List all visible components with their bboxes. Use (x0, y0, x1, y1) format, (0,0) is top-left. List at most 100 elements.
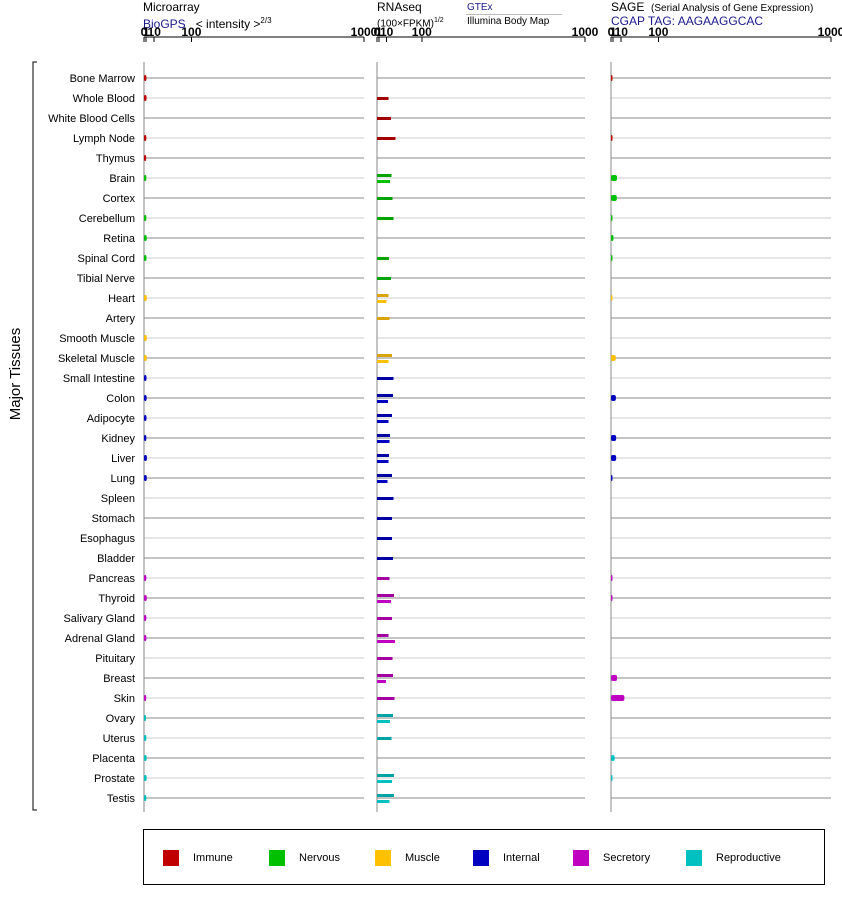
rnaseq-ibm-bar (377, 480, 388, 483)
microarray-tick-label: 10 (148, 25, 162, 39)
microarray-bar (144, 415, 147, 421)
microarray-bar (144, 595, 147, 601)
rnaseq-unit-power: 1/2 (433, 17, 444, 24)
tissue-label: Kidney (101, 433, 135, 445)
rnaseq-source-ibm[interactable]: Illumina Body Map (467, 16, 550, 27)
microarray-bar (144, 475, 147, 481)
rnaseq-gtex-bar (377, 774, 394, 777)
microarray-source[interactable]: BioGPS (143, 17, 186, 31)
microarray-bar (144, 215, 147, 221)
legend-label: Secretory (603, 852, 651, 864)
microarray-tick-label: 100 (181, 25, 201, 39)
legend-label: Muscle (405, 852, 440, 864)
rnaseq-unit: (100×FPKM)1/2 (377, 15, 444, 30)
sage-tick-label: 10 (615, 25, 629, 39)
tissue-label: Artery (106, 313, 136, 325)
microarray-unit-power: 2/3 (260, 16, 272, 25)
rnaseq-gtex-bar (377, 294, 389, 297)
rnaseq-tick-label: 100 (412, 25, 432, 39)
rnaseq-unit-prefix: (100×FPKM) (377, 18, 434, 30)
tissue-label: Whole Blood (73, 93, 135, 105)
rnaseq-source-gtex[interactable]: GTEx (467, 2, 493, 13)
tissue-label: Thymus (96, 153, 136, 165)
rnaseq-ibm-bar (377, 720, 391, 723)
tissue-label: Spinal Cord (78, 253, 135, 265)
row-gridlines (144, 77, 831, 799)
rnaseq-gtex-bar (377, 414, 392, 417)
rnaseq-gtex-bar (377, 657, 393, 660)
major-tissues-bracket (32, 61, 37, 811)
rnaseq-gtex-bar (377, 197, 393, 200)
sage-bar (611, 395, 616, 401)
sage-bar (611, 755, 615, 761)
microarray-bar (144, 455, 147, 461)
tissue-label: Retina (103, 233, 136, 245)
microarray-bar (144, 235, 147, 241)
microarray-bar (144, 695, 147, 701)
sage-tick-label: 100 (648, 25, 668, 39)
legend-label: Reproductive (716, 852, 781, 864)
rnaseq-gtex-bar (377, 454, 390, 457)
sage-bar (611, 475, 613, 481)
sage-bar (611, 135, 613, 141)
tissue-label: Salivary Gland (63, 613, 135, 625)
legend-label: Nervous (299, 852, 340, 864)
tissue-label: Cerebellum (79, 213, 135, 225)
microarray-bar (144, 75, 147, 81)
y-axis-label: Major Tissues (7, 328, 24, 421)
rnaseq-gtex-bar (377, 97, 389, 100)
microarray-bar (144, 635, 147, 641)
microarray-tick-label: 1 (143, 25, 150, 39)
tissue-label: Thyroid (98, 593, 135, 605)
sage-subtitle: (Serial Analysis of Gene Expression) (651, 3, 814, 14)
tissue-label: Ovary (106, 713, 136, 725)
sage-bar (611, 595, 613, 601)
tissue-label: Liver (111, 453, 135, 465)
tissue-label: Brain (109, 173, 135, 185)
legend-swatch (163, 850, 179, 866)
tissue-label: Bladder (97, 553, 135, 565)
microarray-bar (144, 775, 147, 781)
tissue-label: Small Intestine (63, 373, 135, 385)
microarray-bar (144, 295, 147, 301)
rnaseq-gtex-bar (377, 377, 394, 380)
sage-bar (611, 575, 613, 581)
bars (144, 75, 625, 803)
sage-title: SAGE (611, 0, 645, 14)
rnaseq-ibm-bar (377, 360, 389, 363)
rnaseq-gtex-bar (377, 354, 392, 357)
rnaseq-gtex-bar (377, 137, 396, 140)
sage-bar (611, 355, 616, 361)
rnaseq-gtex-bar (377, 394, 393, 397)
rnaseq-gtex-bar (377, 794, 394, 797)
microarray-bar (144, 375, 147, 381)
rnaseq-tick-label: 0 (374, 25, 381, 39)
rnaseq-ibm-bar (377, 180, 391, 183)
sage-bar (611, 255, 613, 261)
sage-bar (611, 695, 625, 701)
microarray-bar (144, 735, 147, 741)
tissue-label: Colon (106, 393, 135, 405)
rnaseq-gtex-bar (377, 257, 390, 260)
rnaseq-gtex-bar (377, 317, 390, 320)
rnaseq-gtex-bar (377, 634, 389, 637)
rnaseq-gtex-bar (377, 737, 392, 740)
tissue-label: Stomach (92, 513, 135, 525)
tissue-label: Pancreas (89, 573, 136, 585)
microarray-bar (144, 335, 147, 341)
tissue-label: Adrenal Gland (65, 633, 135, 645)
microarray-title: Microarray (143, 0, 200, 14)
microarray-bar (144, 715, 147, 721)
rnaseq-gtex-bar (377, 697, 395, 700)
microarray-bar (144, 175, 147, 181)
microarray-bar (144, 135, 147, 141)
rnaseq-gtex-bar (377, 557, 393, 560)
sage-tick-label: 0 (608, 25, 615, 39)
sage-tag[interactable]: CGAP TAG: AAGAAGGCAC (611, 14, 764, 28)
rnaseq-ibm-bar (377, 440, 390, 443)
sage-tick-label: 1000 (818, 25, 842, 39)
sage-bar (611, 435, 617, 441)
rnaseq-gtex-bar (377, 594, 394, 597)
rnaseq-ibm-bar (377, 460, 389, 463)
